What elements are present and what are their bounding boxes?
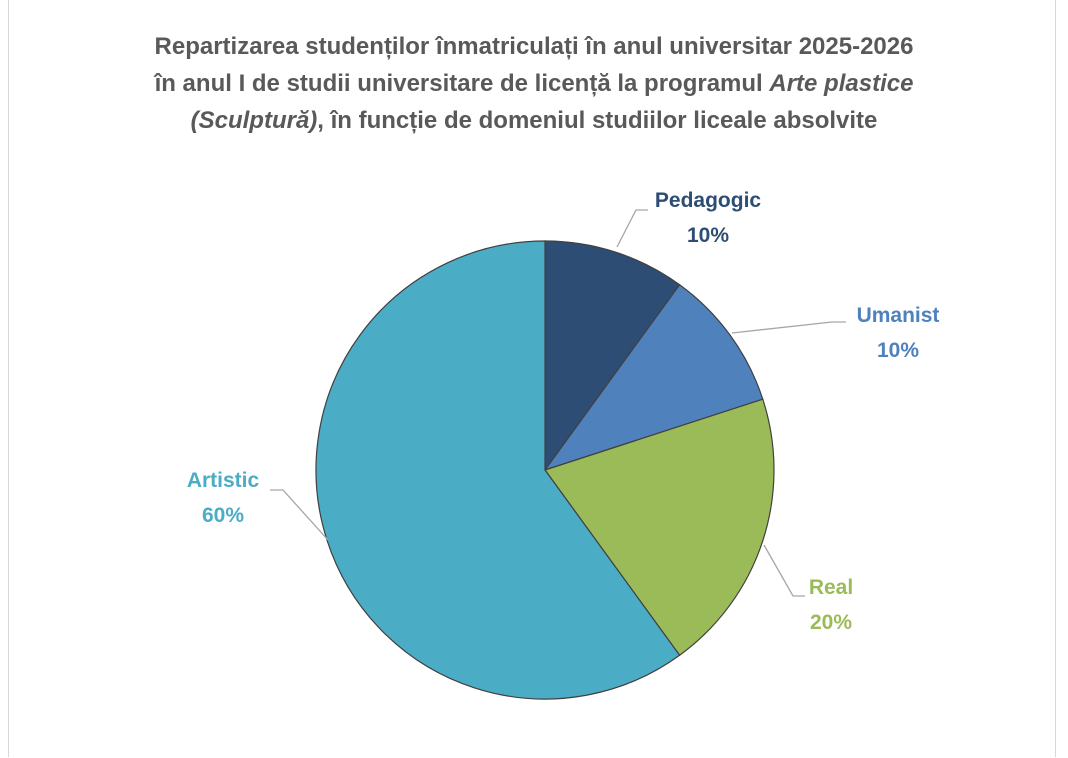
slice-label-real: Real xyxy=(809,576,853,599)
title-line-2: în anul I de studii universitare de lice… xyxy=(60,65,1008,102)
pie-slices xyxy=(315,240,775,700)
chart-title: Repartizarea studenților înmatriculați î… xyxy=(60,28,1008,139)
data-labels: Pedagogic 10% Umanist 10% Real 20% Artistic 60% xyxy=(187,189,940,634)
slice-percent-real: 20% xyxy=(810,611,852,634)
slice-percent-umanist: 10% xyxy=(877,339,919,362)
leader-line-pedagogic xyxy=(616,209,648,248)
pie-slice-real xyxy=(544,398,775,657)
slice-label-umanist: Umanist xyxy=(857,304,940,327)
slice-label-artistic: Artistic xyxy=(187,469,260,492)
leader-line-umanist xyxy=(731,321,846,334)
title-program-name: Arte plastice xyxy=(769,70,914,97)
pie-slice-pedagogic xyxy=(544,240,681,472)
title-line-2-text: în anul I de studii universitare de lice… xyxy=(154,70,770,97)
slice-label-pedagogic: Pedagogic xyxy=(655,189,762,212)
leader-lines xyxy=(270,209,846,597)
title-specialization: (Sculptură) xyxy=(190,107,318,134)
title-line-1: Repartizarea studenților înmatriculați î… xyxy=(154,33,914,60)
slice-percent-pedagogic: 10% xyxy=(687,224,729,247)
title-line-3: (Sculptură), în funcție de domeniul stud… xyxy=(60,102,1008,139)
leader-line-artistic xyxy=(270,489,329,541)
pie-slice-umanist xyxy=(543,283,764,472)
leader-line-real xyxy=(763,544,805,597)
slice-percent-artistic: 60% xyxy=(202,504,244,527)
pie-slice-artistic xyxy=(315,240,681,700)
title-line-3-text: , în funcție de domeniul studiilor licea… xyxy=(317,107,878,134)
chart-frame xyxy=(8,0,1056,757)
